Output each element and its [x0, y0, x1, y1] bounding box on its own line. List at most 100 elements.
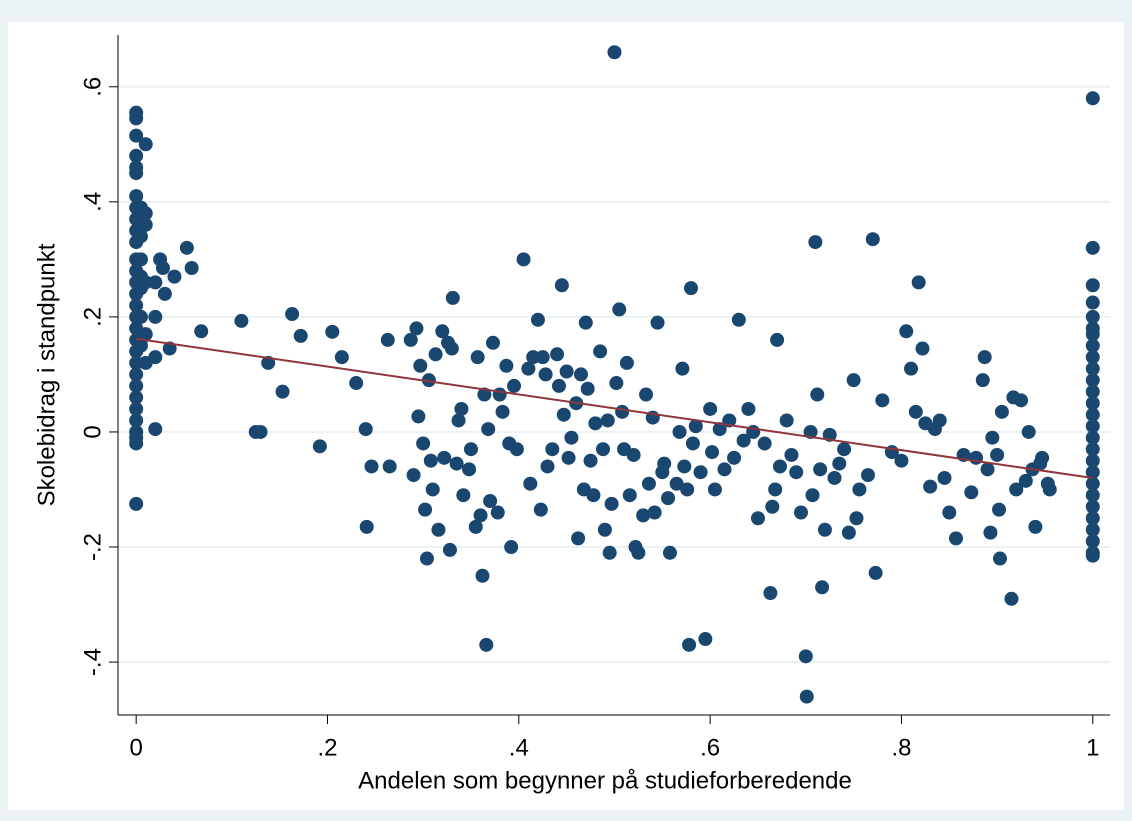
point: [1085, 522, 1100, 537]
point: [403, 332, 418, 347]
point: [470, 350, 485, 365]
point: [677, 459, 692, 474]
point: [499, 358, 514, 373]
y-tick-label: 0: [79, 425, 106, 438]
point: [1085, 350, 1100, 365]
point: [736, 433, 751, 448]
point: [444, 341, 459, 356]
point: [588, 416, 603, 431]
point: [602, 545, 617, 560]
point: [810, 387, 825, 402]
point: [948, 531, 963, 546]
point: [672, 424, 687, 439]
point: [805, 488, 820, 503]
point: [1028, 519, 1043, 534]
point: [693, 465, 708, 480]
point: [789, 465, 804, 480]
point: [798, 649, 813, 664]
point: [138, 217, 153, 232]
y-tick-label: -.2: [79, 533, 106, 561]
point: [148, 350, 163, 365]
y-tick-label: .6: [79, 77, 106, 97]
point: [650, 315, 665, 330]
point: [129, 496, 144, 511]
point: [682, 637, 697, 652]
point: [731, 312, 746, 327]
point: [554, 278, 569, 293]
point: [763, 586, 778, 601]
point: [451, 413, 466, 428]
point: [521, 361, 536, 376]
point: [586, 488, 601, 503]
point: [550, 347, 565, 362]
point: [868, 565, 883, 580]
x-tick-label: .6: [700, 734, 720, 761]
point: [757, 436, 772, 451]
point: [492, 387, 507, 402]
point: [631, 545, 646, 560]
point: [662, 545, 677, 560]
point: [545, 442, 560, 457]
point: [860, 468, 875, 483]
y-tick-label: -.4: [79, 648, 106, 676]
point: [911, 275, 926, 290]
x-tick-label: 1: [1086, 734, 1099, 761]
point: [442, 542, 457, 557]
point: [894, 453, 909, 468]
point: [456, 488, 471, 503]
point: [992, 502, 1007, 517]
point: [428, 347, 443, 362]
point: [817, 522, 832, 537]
point: [593, 344, 608, 359]
point: [234, 313, 249, 328]
point: [669, 476, 684, 491]
point: [530, 312, 545, 327]
point: [312, 439, 327, 454]
x-tick-label: 0: [129, 734, 142, 761]
point: [904, 361, 919, 376]
point: [285, 307, 300, 322]
point: [148, 309, 163, 324]
point: [583, 453, 598, 468]
point: [138, 206, 153, 221]
x-tick-label: .8: [891, 734, 911, 761]
y-tick-label: .4: [79, 192, 106, 212]
point: [675, 361, 690, 376]
point: [799, 689, 814, 704]
point: [293, 328, 308, 343]
point: [129, 367, 144, 382]
point: [1085, 361, 1100, 376]
point: [523, 476, 538, 491]
point: [1085, 338, 1100, 353]
point: [1085, 327, 1100, 342]
y-tick-label: .2: [79, 307, 106, 327]
point: [167, 269, 182, 284]
point: [423, 453, 438, 468]
point: [349, 376, 364, 391]
point: [179, 240, 194, 255]
point: [155, 260, 170, 275]
point: [1004, 591, 1019, 606]
point: [661, 491, 676, 506]
point: [794, 505, 809, 520]
point: [129, 413, 144, 428]
point: [1014, 393, 1029, 408]
point: [784, 447, 799, 462]
point: [932, 413, 947, 428]
point: [1085, 453, 1100, 468]
point: [578, 315, 593, 330]
point: [477, 387, 492, 402]
point: [490, 505, 505, 520]
point: [507, 378, 522, 393]
point: [712, 422, 727, 437]
point: [437, 450, 452, 465]
point: [779, 413, 794, 428]
point: [899, 324, 914, 339]
point: [1085, 91, 1100, 106]
point: [1085, 295, 1100, 310]
point: [1085, 430, 1100, 445]
point: [194, 324, 209, 339]
point: [1018, 473, 1033, 488]
point: [852, 482, 867, 497]
point: [516, 252, 531, 267]
